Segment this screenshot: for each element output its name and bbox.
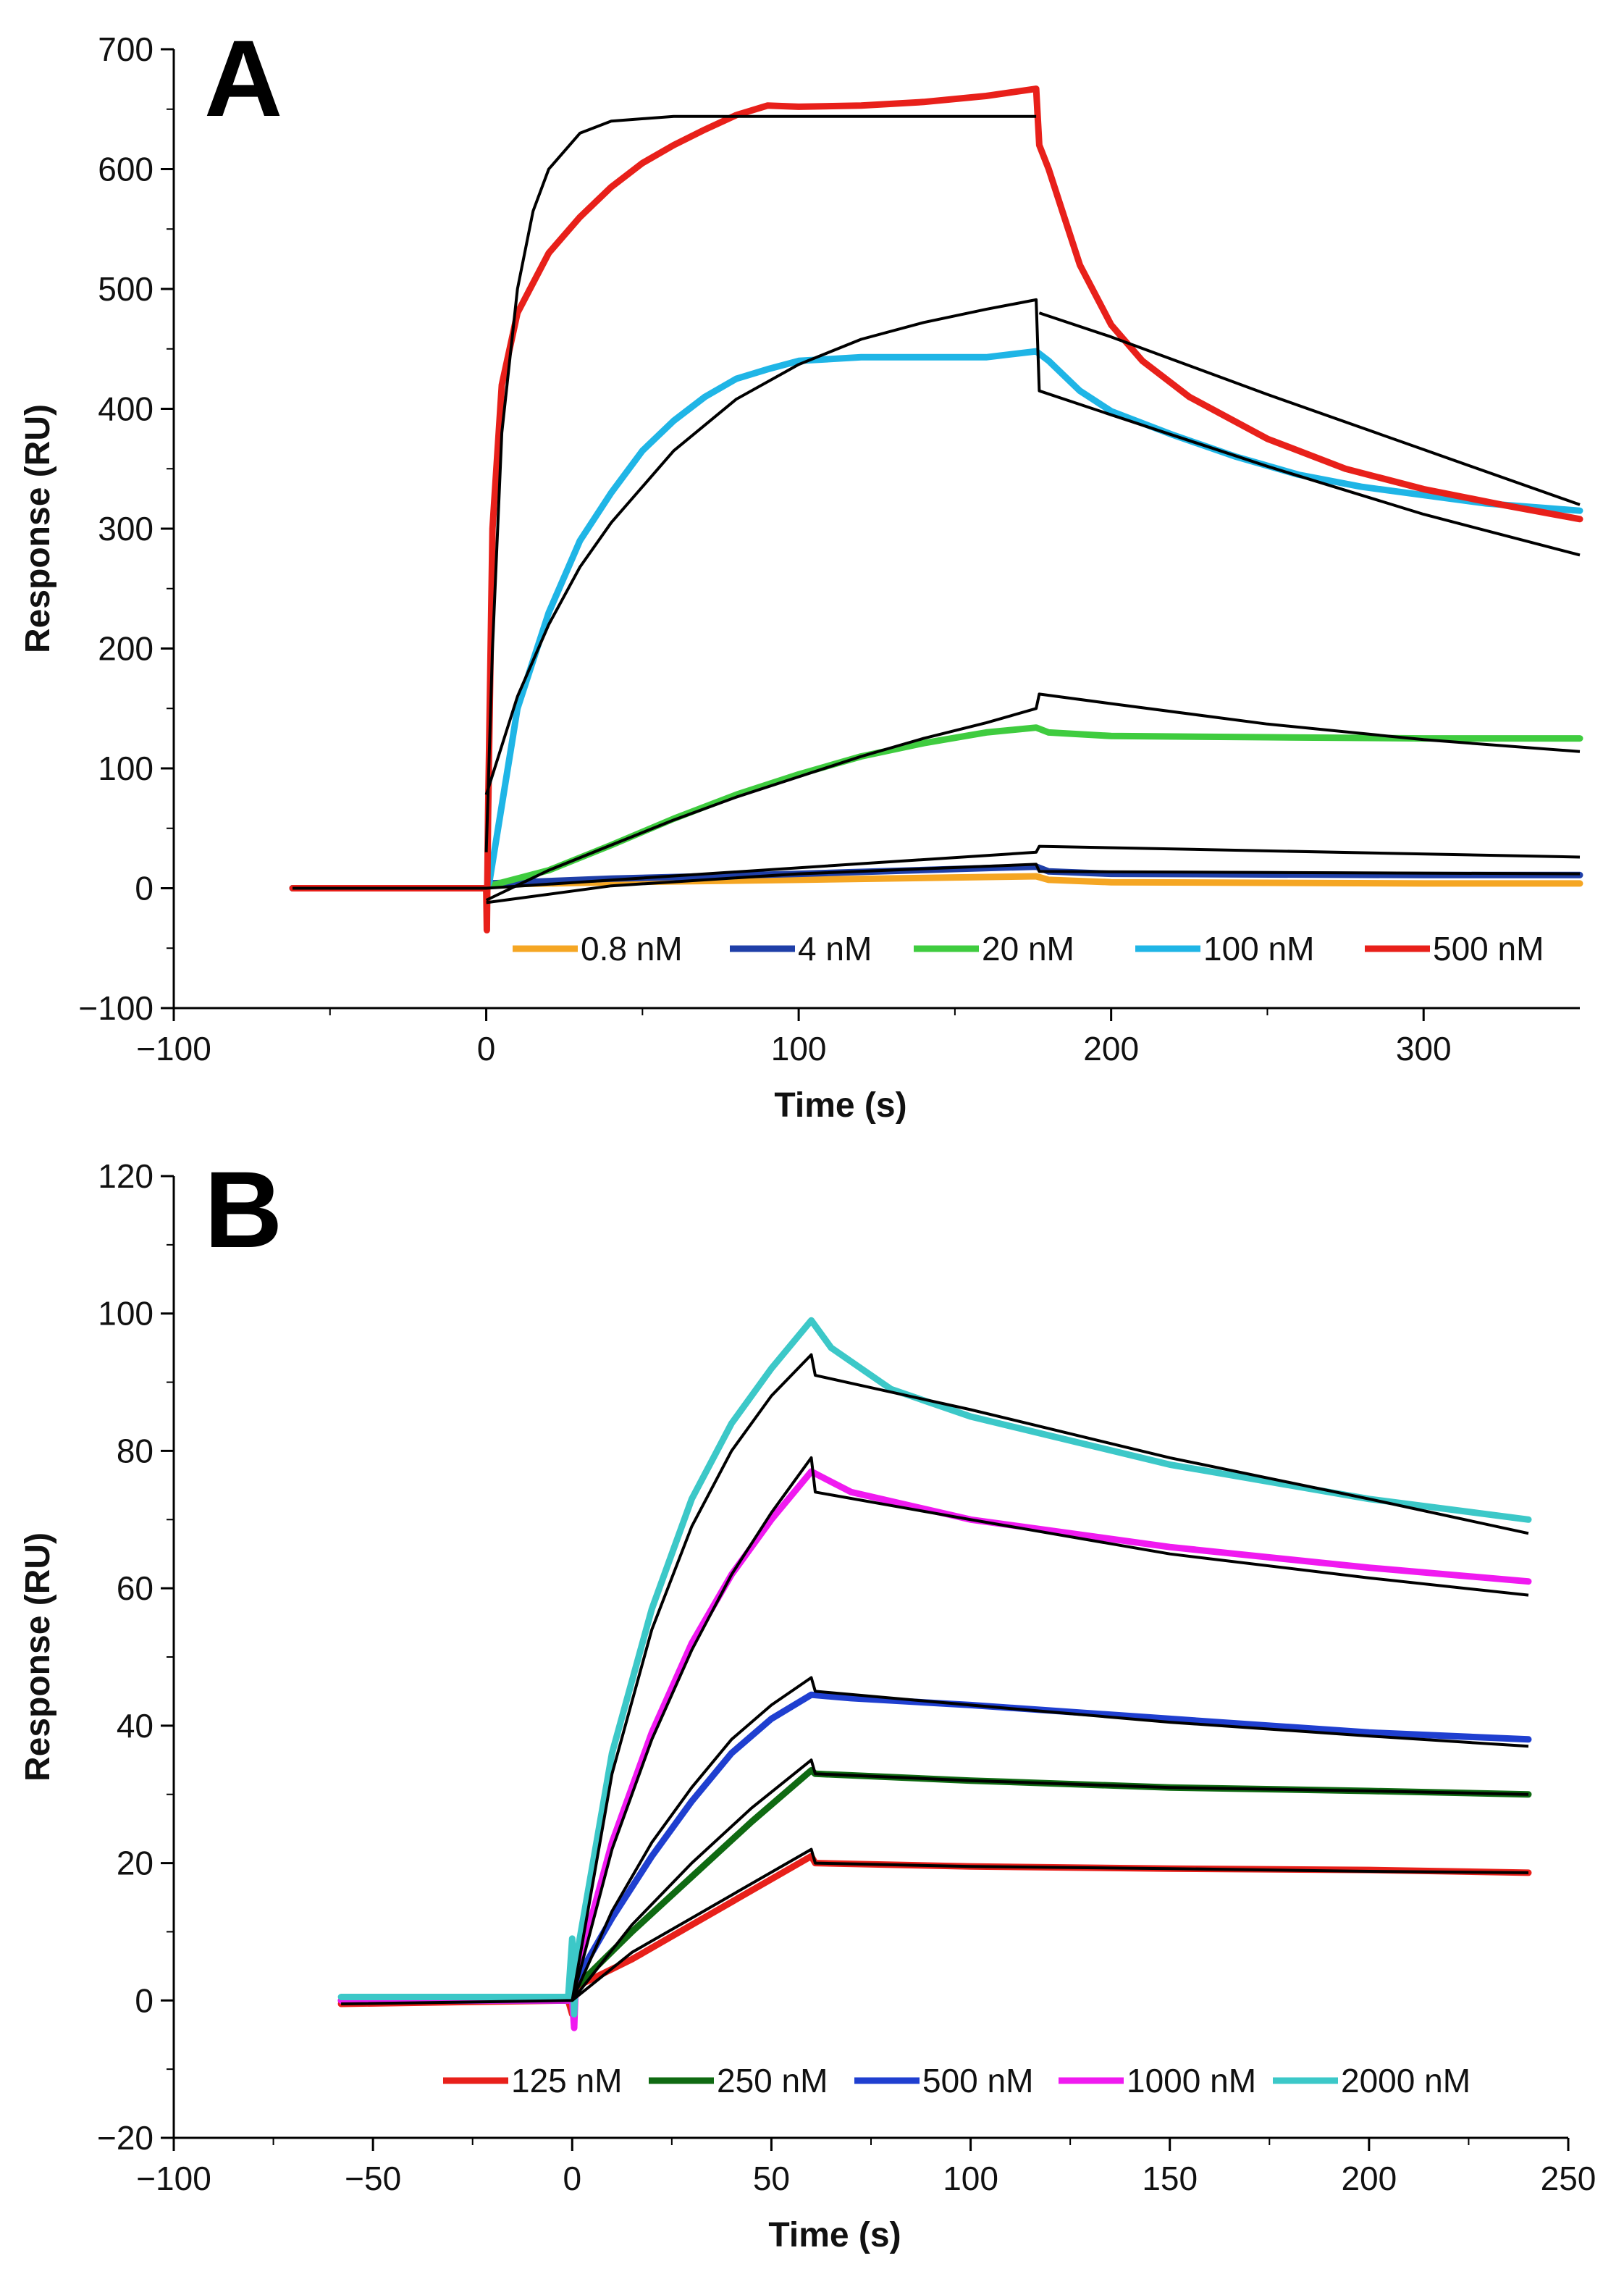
legend-label: 125 nM — [511, 2062, 622, 2099]
x-tick-label: 100 — [943, 2160, 998, 2197]
legend-label: 0.8 nM — [581, 930, 683, 968]
y-tick-label: 80 — [117, 1432, 153, 1469]
y-tick-label: 100 — [98, 1295, 153, 1333]
y-tick-label: 500 — [98, 270, 153, 308]
fit-line — [486, 863, 1581, 905]
legend-label: 100 nM — [1203, 930, 1314, 968]
y-tick-label: 20 — [117, 1845, 153, 1882]
series-line-100-nm — [289, 348, 1583, 891]
y-tick-label: 0 — [135, 1981, 153, 2019]
x-tick-label: 0 — [477, 1030, 496, 1067]
x-tick-label: 0 — [563, 2160, 581, 2197]
x-tick-label: 200 — [1341, 2160, 1397, 2197]
legend-label: 20 nM — [982, 930, 1074, 968]
legend-label: 1000 nM — [1127, 2062, 1256, 2099]
series-line-1000-nm — [337, 1468, 1532, 2031]
fit-line — [341, 1847, 1529, 2005]
series-line-125-nm — [337, 1853, 1532, 2018]
y-axis-title: Response (RU) — [19, 1532, 57, 1782]
x-tick-label: −100 — [136, 1030, 211, 1067]
panel-b: −20 0 20 40 60 80 100 120 −100 −50 0 50 100 150 200 250… — [19, 1149, 1596, 2254]
series-line-500-nm — [289, 85, 1583, 933]
fit-line — [484, 114, 1037, 852]
fit-line — [293, 844, 1581, 890]
x-tick-label: 100 — [771, 1030, 827, 1067]
y-tick-label: −100 — [78, 989, 153, 1027]
fit-line — [484, 298, 1581, 796]
legend-label: 500 nM — [1433, 930, 1544, 968]
x-tick-label: −100 — [136, 2160, 211, 2197]
y-tick-label: 0 — [135, 870, 153, 907]
fit-line — [571, 1353, 1529, 2001]
fit-line — [571, 1676, 1529, 2002]
legend: 0.8 nM 4 nM 20 nM 100 nM 500 nM — [513, 930, 1544, 968]
y-tick-label: 700 — [98, 30, 153, 68]
series-line-2000-nm — [337, 1317, 1532, 2018]
y-tick-label: 200 — [98, 630, 153, 668]
panel-a: −100 0 100 200 300 400 500 600 700 −100 0 100 200 300… — [19, 17, 1583, 1125]
legend: 125 nM 250 nM 500 nM 1000 nM 2000 nM — [443, 2062, 1471, 2099]
x-axis-title: Time (s) — [768, 2216, 901, 2254]
fit-line — [571, 1758, 1529, 2002]
panel-letter: A — [204, 17, 282, 139]
y-tick-label: 40 — [117, 1707, 153, 1745]
series-line-500-nm — [337, 1691, 1532, 2004]
x-tick-label: −50 — [345, 2160, 401, 2197]
x-tick-label: 200 — [1083, 1030, 1139, 1067]
x-tick-label: 50 — [753, 2160, 790, 2197]
fit-line — [485, 692, 1581, 902]
fit-line — [571, 1456, 1529, 2001]
x-tick-label: 150 — [1142, 2160, 1198, 2197]
fit-line — [1038, 311, 1581, 506]
y-tick-label: 400 — [98, 390, 153, 428]
legend-label: 4 nM — [798, 930, 872, 968]
x-axis-title: Time (s) — [774, 1086, 906, 1125]
legend-label: 250 nM — [717, 2062, 828, 2099]
y-tick-label: −20 — [97, 2119, 153, 2157]
y-tick-label: 120 — [98, 1157, 153, 1195]
y-axis-title: Response (RU) — [19, 404, 57, 653]
y-tick-label: 60 — [117, 1569, 153, 1607]
y-tick-label: 100 — [98, 750, 153, 787]
series-line-250-nm — [337, 1767, 1532, 2004]
legend-label: 500 nM — [922, 2062, 1033, 2099]
y-tick-label: 300 — [98, 510, 153, 547]
y-tick-label: 600 — [98, 151, 153, 188]
x-tick-label: 250 — [1541, 2160, 1596, 2197]
legend-label: 2000 nM — [1341, 2062, 1471, 2099]
panel-letter: B — [204, 1149, 282, 1270]
x-tick-label: 300 — [1396, 1030, 1452, 1067]
